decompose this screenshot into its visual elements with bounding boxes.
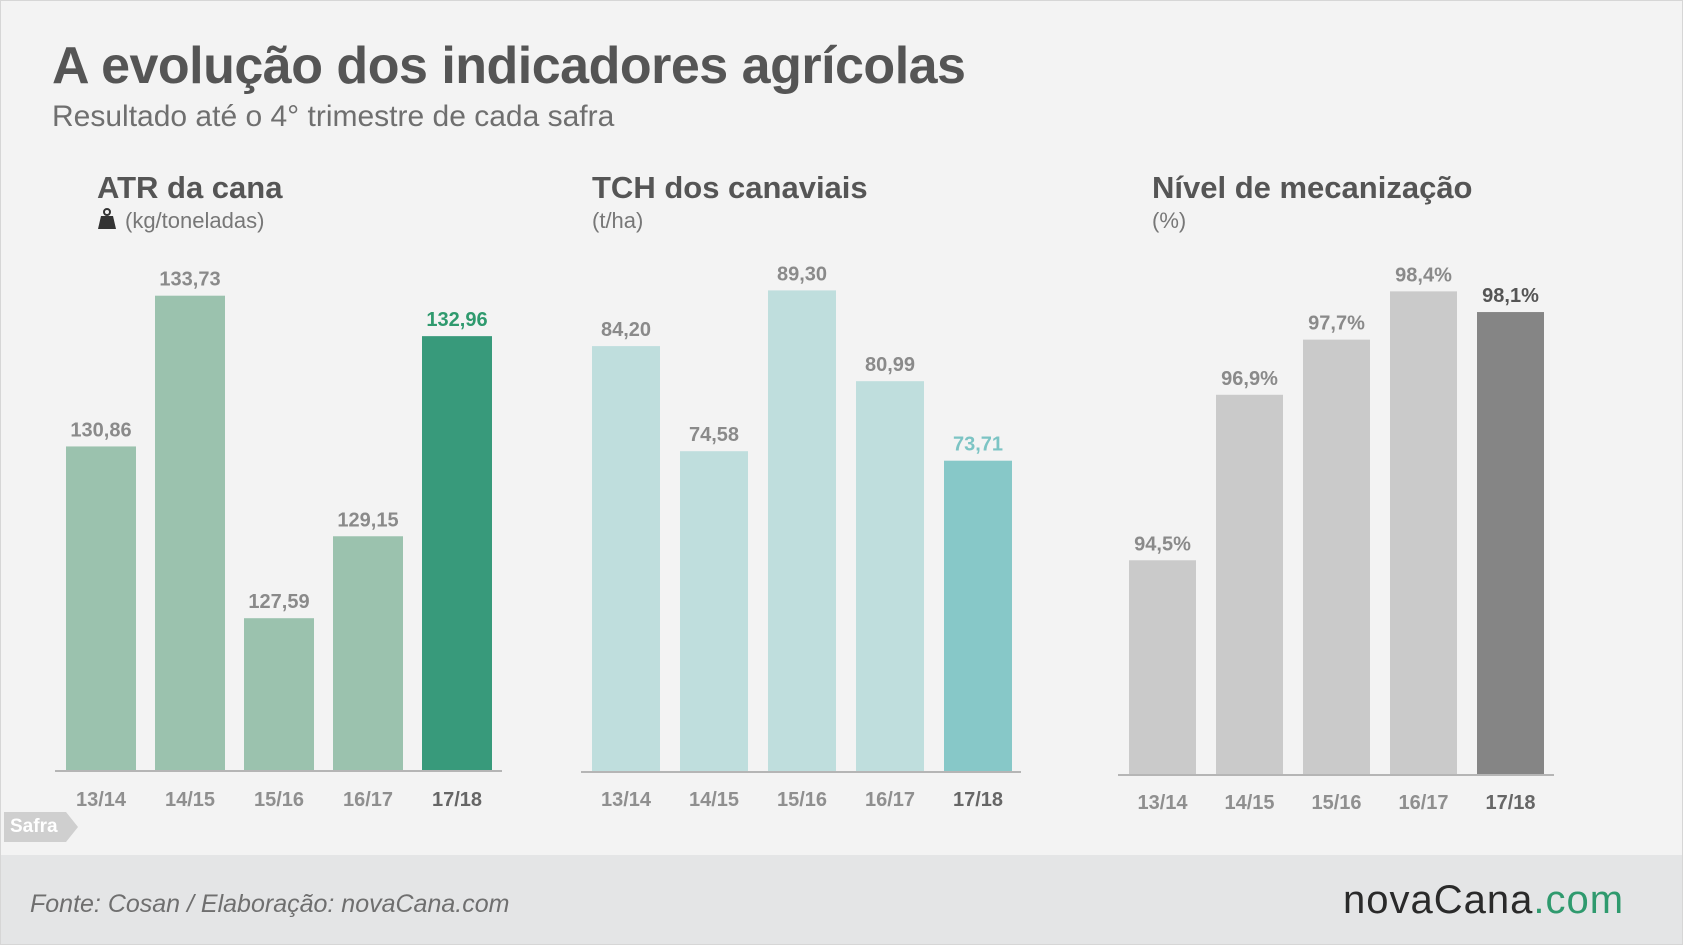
safra-label: Safra (10, 816, 58, 837)
brand-suffix: .com (1533, 878, 1625, 922)
atr-tick-label-4: 16/17 (343, 789, 393, 811)
mec-tick-label-3: 15/16 (1311, 792, 1361, 814)
tch-tick-label-3: 15/16 (777, 789, 827, 811)
atr-panel-unit-row: (kg/toneladas) (97, 208, 264, 234)
tch-panel-title: TCH dos canaviais (592, 170, 868, 205)
tch-bar-2 (680, 451, 748, 771)
atr-value-label-5: 132,96 (426, 309, 487, 331)
atr-value-label-2: 133,73 (159, 269, 220, 291)
atr-tick-label-3: 15/16 (254, 789, 304, 811)
page-subtitle: Resultado até o 4° trimestre de cada saf… (52, 100, 615, 133)
mecanizacao-panel-unit: (%) (1152, 208, 1187, 233)
tch-bar-4 (856, 381, 924, 771)
tch-value-label-2: 74,58 (689, 424, 739, 446)
page-title: A evolução dos indicadores agrícolas (52, 37, 966, 95)
tch-bar-3 (768, 290, 836, 771)
mec-tick-label-1: 13/14 (1137, 792, 1188, 814)
mec-bar-1 (1129, 560, 1196, 774)
mec-value-label-3: 97,7% (1308, 313, 1365, 335)
tch-value-label-5: 73,71 (953, 434, 1003, 456)
atr-tick-label-1: 13/14 (76, 789, 127, 811)
mec-value-label-2: 96,9% (1221, 368, 1278, 390)
mec-bar-2 (1216, 394, 1283, 774)
tch-value-label-1: 84,20 (601, 319, 651, 341)
mec-value-label-4: 98,4% (1395, 264, 1452, 286)
atr-bar-5 (422, 336, 492, 770)
atr-tick-label-5: 17/18 (432, 789, 482, 811)
mec-bar-3 (1303, 339, 1370, 774)
atr-panel-title: ATR da cana (97, 170, 283, 205)
mec-bar-4 (1390, 291, 1457, 774)
tch-panel-unit: (t/ha) (592, 208, 644, 233)
atr-tick-label-2: 14/15 (165, 789, 215, 811)
mec-tick-label-2: 14/15 (1224, 792, 1274, 814)
tch-tick-label-5: 17/18 (953, 789, 1003, 811)
atr-bar-4 (333, 536, 403, 770)
tch-value-label-4: 80,99 (865, 354, 915, 376)
mec-tick-label-5: 17/18 (1485, 792, 1535, 814)
brand-logo: novaCana.com (1343, 878, 1624, 923)
safra-tag (4, 812, 78, 842)
weight-icon (98, 208, 116, 229)
brand-name: novaCana (1343, 878, 1534, 922)
atr-panel-unit: (kg/toneladas) (125, 208, 265, 233)
tch-tick-label-4: 16/17 (865, 789, 915, 811)
atr-bar-1 (66, 446, 136, 770)
mec-bar-5 (1477, 312, 1544, 774)
atr-value-label-3: 127,59 (248, 591, 309, 613)
footer-bar (1, 855, 1682, 944)
mecanizacao-panel-title: Nível de mecanização (1152, 170, 1473, 205)
mec-tick-label-4: 16/17 (1398, 792, 1448, 814)
tch-tick-label-1: 13/14 (601, 789, 652, 811)
atr-bar-2 (155, 295, 225, 770)
source-text: Fonte: Cosan / Elaboração: novaCana.com (30, 890, 510, 918)
atr-bar-3 (244, 618, 314, 770)
mec-value-label-1: 94,5% (1134, 533, 1191, 555)
atr-value-label-4: 129,15 (337, 509, 398, 531)
tch-value-label-3: 89,30 (777, 263, 827, 285)
tch-bar-5 (944, 460, 1012, 771)
tch-tick-label-2: 14/15 (689, 789, 739, 811)
tch-bar-1 (592, 346, 660, 771)
mec-value-label-5: 98,1% (1482, 285, 1539, 307)
atr-value-label-1: 130,86 (70, 419, 131, 441)
